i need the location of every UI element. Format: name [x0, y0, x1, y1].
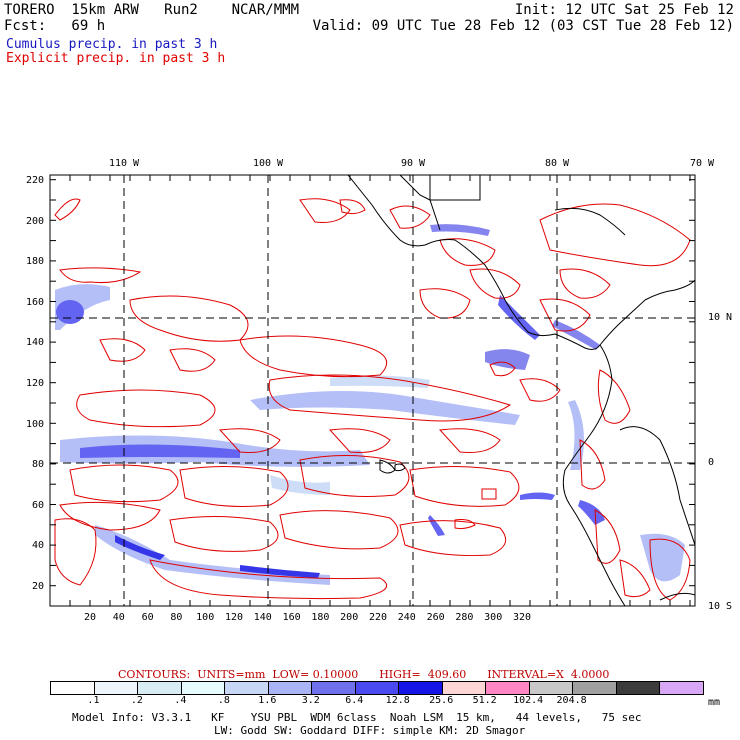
grid-x-label: 140	[253, 612, 272, 623]
legend-swatch	[51, 682, 95, 694]
legend-value: 3.2	[301, 695, 320, 706]
grid-y-label: 160	[25, 296, 44, 308]
model-info: Model Info: V3.3.1 KF YSU PBL WDM 6class…	[72, 711, 642, 724]
legend-swatch	[573, 682, 617, 694]
grid-y-label: 60	[31, 499, 44, 511]
lon-label: 100 W	[252, 158, 284, 169]
legend-value: 1.6	[258, 695, 277, 706]
legend-swatch	[442, 682, 487, 694]
lat-label: 0	[708, 457, 715, 468]
legend-value: .1	[87, 695, 100, 706]
legend-unit: mm	[708, 697, 721, 708]
legend-swatch	[399, 682, 443, 694]
grid-x-label: 160	[282, 612, 301, 623]
cumulus-precip-shading	[55, 224, 685, 585]
grid-x-label: 260	[426, 612, 445, 623]
legend-value: 204.8	[556, 695, 587, 706]
lon-label: 70 W	[689, 158, 715, 169]
grid-x-label: 220	[368, 612, 388, 623]
cumulus-field-label: Cumulus precip. in past 3 h	[6, 37, 218, 52]
legend-value: .4	[174, 695, 187, 706]
grid-y-label: 140	[25, 337, 44, 349]
grid-y-label: 40	[31, 540, 44, 552]
init-time: Init: 12 UTC Sat 25 Feb 12	[514, 2, 734, 18]
lon-label: 110 W	[108, 158, 140, 169]
grid-x-label: 120	[224, 612, 244, 623]
grid-x-label: 40	[112, 612, 125, 623]
explicit-precip-contours	[54, 198, 691, 601]
legend-swatch	[355, 682, 400, 694]
legend-swatch	[268, 682, 313, 694]
legend-swatch	[660, 682, 703, 694]
grid-x-label: 320	[512, 612, 532, 623]
lon-label: 90 W	[400, 158, 426, 169]
grid-y-label: 100	[25, 418, 44, 430]
model-physics: LW: Godd SW: Goddard DIFF: simple KM: 2D…	[214, 724, 526, 737]
grid-y-label: 200	[25, 215, 44, 227]
grid-x-label: 20	[83, 612, 97, 623]
grid-x-label: 60	[141, 612, 154, 623]
lat-lon-grid	[50, 175, 695, 606]
legend-swatch	[529, 682, 574, 694]
grid-x-label: 180	[311, 612, 330, 623]
legend-value: 51.2	[472, 695, 497, 706]
legend-value: .8	[217, 695, 230, 706]
model-title: TORERO 15km ARW Run2 NCAR/MMM	[4, 2, 300, 18]
legend-value: 25.6	[429, 695, 454, 706]
grid-y-label: 180	[25, 256, 44, 268]
legend-swatch	[181, 682, 226, 694]
color-legend-bar	[50, 681, 704, 695]
lat-label: 10 N	[708, 312, 733, 323]
lon-label: 80 W	[544, 158, 570, 169]
contour-info: CONTOURS: UNITS=mm LOW= 0.10000 HIGH= 40…	[118, 668, 610, 681]
grid-x-label: 300	[484, 612, 503, 623]
legend-value: .2	[130, 695, 143, 706]
coastlines	[347, 175, 695, 606]
lat-label: 10 S	[708, 601, 733, 612]
valid-time: Valid: 09 UTC Tue 28 Feb 12 (03 CST Tue …	[312, 18, 734, 34]
grid-y-label: 20	[31, 581, 44, 592]
legend-swatch	[616, 682, 661, 694]
grid-x-label: 280	[455, 612, 474, 623]
grid-x-label: 80	[170, 612, 183, 623]
map-frame	[49, 174, 696, 607]
legend-swatch	[312, 682, 356, 694]
legend-swatch	[486, 682, 530, 694]
legend-swatch	[138, 682, 182, 694]
forecast-hour: Fcst: 69 h	[4, 18, 106, 34]
grid-y-label: 80	[31, 459, 44, 471]
legend-value: 6.4	[345, 695, 364, 706]
legend-value: 102.4	[513, 695, 544, 706]
legend-swatch	[94, 682, 139, 694]
grid-x-label: 100	[196, 612, 215, 623]
grid-y-label: 220	[25, 175, 44, 186]
legend-value: 12.8	[385, 695, 410, 706]
grid-y-label: 120	[25, 378, 44, 389]
grid-x-label: 240	[397, 612, 416, 623]
explicit-field-label: Explicit precip. in past 3 h	[6, 51, 226, 66]
legend-swatch	[225, 682, 269, 694]
grid-x-label: 200	[340, 612, 359, 623]
